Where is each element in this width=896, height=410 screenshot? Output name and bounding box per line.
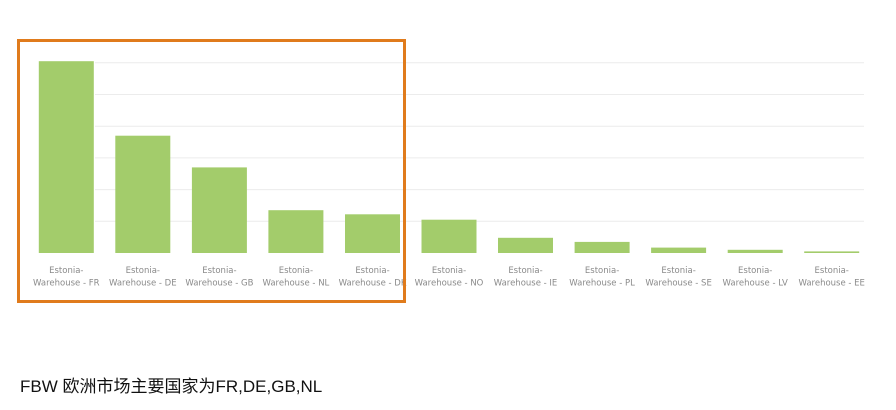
bar bbox=[115, 135, 171, 253]
x-tick-label: Estonia- bbox=[738, 266, 772, 276]
x-tick-label: Warehouse - DK bbox=[339, 279, 407, 289]
x-tick-label: Estonia- bbox=[661, 266, 695, 276]
x-axis-tick-labels: Estonia- Warehouse - FR Estonia- Warehouse … bbox=[33, 266, 865, 289]
x-tick-label: Warehouse - FR bbox=[33, 279, 100, 289]
x-tick-label: Warehouse - LV bbox=[723, 279, 789, 289]
x-tick-label: Warehouse - IE bbox=[494, 279, 558, 289]
bar bbox=[268, 210, 324, 253]
x-tick-label: Warehouse - SE bbox=[645, 279, 711, 289]
x-tick-label: Warehouse - GB bbox=[185, 279, 253, 289]
bar bbox=[498, 237, 553, 253]
bar bbox=[651, 247, 707, 253]
x-tick-label: Estonia- bbox=[508, 266, 542, 276]
x-tick-label: Warehouse - PL bbox=[569, 279, 635, 289]
bar bbox=[574, 241, 630, 253]
x-tick-label: Estonia- bbox=[49, 266, 83, 276]
x-tick-label: Estonia- bbox=[126, 266, 160, 276]
x-tick-label: Estonia- bbox=[815, 266, 849, 276]
highlight-box bbox=[17, 39, 406, 303]
x-tick-label: Estonia- bbox=[355, 266, 389, 276]
bar bbox=[191, 167, 247, 253]
bar bbox=[38, 61, 94, 254]
bar bbox=[804, 251, 860, 253]
x-tick-label: Estonia- bbox=[202, 266, 236, 276]
x-tick-label: Warehouse - DE bbox=[109, 279, 177, 289]
bars bbox=[38, 61, 860, 254]
x-tick-label: Warehouse - EE bbox=[798, 279, 864, 289]
bar bbox=[421, 219, 477, 253]
bar-chart: Estonia- Warehouse - FR Estonia- Warehouse … bbox=[33, 61, 865, 289]
x-tick-label: Estonia- bbox=[432, 266, 466, 276]
x-tick-label: Estonia- bbox=[585, 266, 619, 276]
bar bbox=[727, 249, 783, 253]
bar bbox=[345, 214, 400, 253]
x-tick-label: Warehouse - NO bbox=[415, 279, 484, 289]
x-tick-label: Estonia- bbox=[279, 266, 313, 276]
caption: FBW 欧洲市场主要国家为FR,DE,GB,NL bbox=[20, 377, 323, 396]
x-tick-label: Warehouse - NL bbox=[262, 279, 329, 289]
